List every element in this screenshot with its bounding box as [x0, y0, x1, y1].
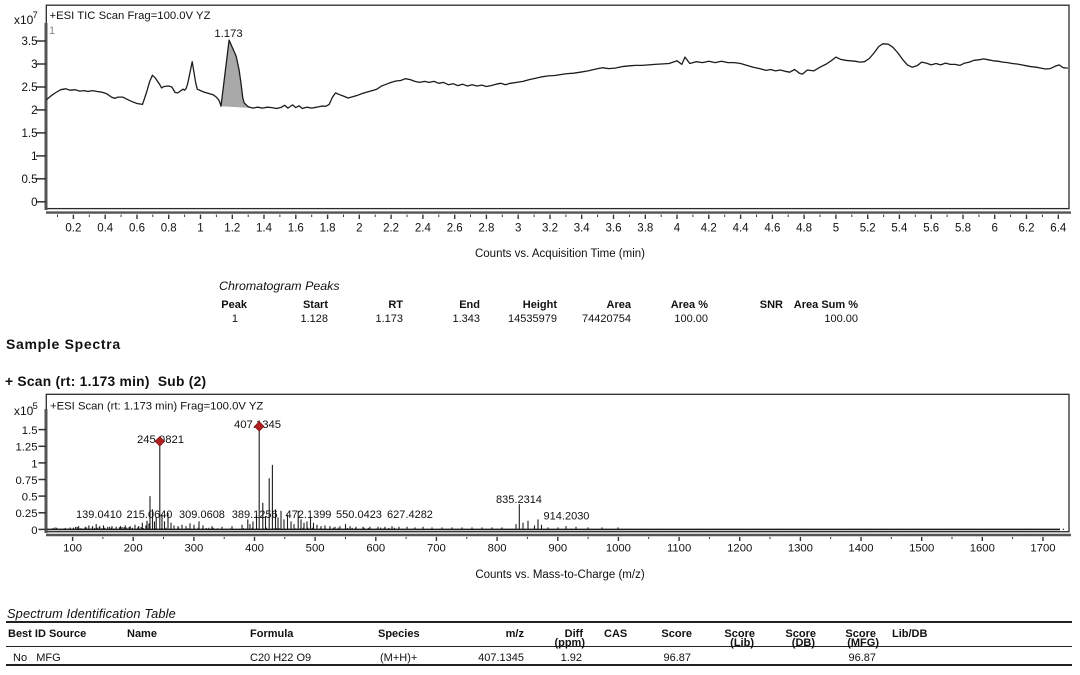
svg-text:3: 3 [31, 59, 37, 71]
svg-text:1.4: 1.4 [256, 222, 273, 234]
svg-text:0.8: 0.8 [161, 222, 177, 234]
svg-text:1400: 1400 [848, 543, 873, 555]
svg-text:1: 1 [31, 458, 37, 470]
svg-text:2.2: 2.2 [383, 222, 399, 234]
svg-text:2: 2 [31, 105, 37, 117]
svg-text:0.25: 0.25 [16, 508, 38, 520]
svg-text:900: 900 [548, 543, 567, 555]
svg-text:0: 0 [31, 197, 37, 209]
svg-text:1600: 1600 [970, 543, 995, 555]
svg-text:4.6: 4.6 [764, 222, 780, 234]
svg-text:+ESI Scan (rt: 1.173 min) Frag: +ESI Scan (rt: 1.173 min) Frag=100.0V YZ [50, 400, 263, 412]
svg-text:0.5: 0.5 [22, 174, 38, 186]
svg-text:1700: 1700 [1030, 543, 1055, 555]
svg-text:100: 100 [63, 543, 82, 555]
svg-text:3.8: 3.8 [637, 222, 653, 234]
svg-text:1.5: 1.5 [22, 425, 38, 437]
svg-text:Counts vs. Mass-to-Charge (m/z: Counts vs. Mass-to-Charge (m/z) [475, 569, 645, 581]
svg-text:4.4: 4.4 [733, 222, 750, 234]
svg-text:1.6: 1.6 [288, 222, 304, 234]
svg-text:0.6: 0.6 [129, 222, 145, 234]
svg-text:914.2030: 914.2030 [544, 511, 590, 523]
svg-text:2.5: 2.5 [22, 82, 38, 94]
svg-text:1300: 1300 [788, 543, 813, 555]
svg-text:3.6: 3.6 [606, 222, 622, 234]
svg-text:1.25: 1.25 [16, 442, 38, 454]
svg-text:309.0608: 309.0608 [179, 509, 225, 521]
svg-text:5.6: 5.6 [923, 222, 939, 234]
svg-text:5: 5 [833, 222, 839, 234]
svg-text:5.8: 5.8 [955, 222, 971, 234]
svg-text:3.4: 3.4 [574, 222, 591, 234]
svg-text:600: 600 [366, 543, 385, 555]
svg-text:2: 2 [356, 222, 362, 234]
svg-text:700: 700 [427, 543, 446, 555]
svg-text:4: 4 [674, 222, 681, 234]
svg-text:1: 1 [197, 222, 203, 234]
svg-text:300: 300 [184, 543, 203, 555]
svg-text:472.1399: 472.1399 [286, 509, 332, 521]
svg-text:1100: 1100 [667, 543, 691, 555]
svg-text:0.4: 0.4 [97, 222, 114, 234]
svg-text:1.2: 1.2 [224, 222, 240, 234]
svg-text:5.4: 5.4 [891, 222, 908, 234]
svg-text:3.2: 3.2 [542, 222, 558, 234]
svg-text:4.2: 4.2 [701, 222, 717, 234]
svg-text:1200: 1200 [727, 543, 752, 555]
svg-text:550.0423: 550.0423 [336, 509, 382, 521]
svg-text:500: 500 [306, 543, 325, 555]
svg-text:6: 6 [991, 222, 997, 234]
svg-text:x10: x10 [14, 404, 34, 418]
svg-text:6.2: 6.2 [1019, 222, 1035, 234]
svg-text:7: 7 [33, 10, 38, 21]
svg-text:1: 1 [31, 151, 37, 163]
svg-text:1.173: 1.173 [214, 28, 242, 40]
svg-text:5.2: 5.2 [860, 222, 876, 234]
svg-text:5: 5 [33, 401, 38, 412]
svg-text:0: 0 [31, 525, 37, 537]
svg-text:3.5: 3.5 [22, 36, 38, 48]
svg-text:0.2: 0.2 [65, 222, 81, 234]
svg-text:1.8: 1.8 [320, 222, 336, 234]
svg-text:835.2314: 835.2314 [496, 494, 542, 506]
svg-text:+ESI TIC Scan Frag=100.0V YZ: +ESI TIC Scan Frag=100.0V YZ [50, 10, 211, 22]
svg-text:1.5: 1.5 [22, 128, 38, 140]
svg-text:2.6: 2.6 [447, 222, 463, 234]
svg-text:2.4: 2.4 [415, 222, 432, 234]
svg-text:4.8: 4.8 [796, 222, 812, 234]
svg-text:Counts vs. Acquisition Time (m: Counts vs. Acquisition Time (min) [475, 248, 645, 260]
svg-text:6.4: 6.4 [1050, 222, 1067, 234]
svg-text:627.4282: 627.4282 [387, 509, 433, 521]
svg-text:400: 400 [245, 543, 264, 555]
svg-text:139.0410: 139.0410 [76, 509, 122, 521]
svg-text:389.1256: 389.1256 [232, 509, 278, 521]
svg-text:0.75: 0.75 [16, 475, 38, 487]
svg-text:1: 1 [49, 25, 55, 37]
svg-text:800: 800 [488, 543, 507, 555]
svg-text:0.5: 0.5 [22, 492, 38, 504]
svg-text:215.0640: 215.0640 [127, 509, 173, 521]
svg-text:200: 200 [124, 543, 143, 555]
svg-text:1500: 1500 [909, 543, 934, 555]
svg-text:x10: x10 [14, 13, 34, 27]
svg-text:3: 3 [515, 222, 521, 234]
svg-text:2.8: 2.8 [478, 222, 494, 234]
svg-text:1000: 1000 [606, 543, 631, 555]
